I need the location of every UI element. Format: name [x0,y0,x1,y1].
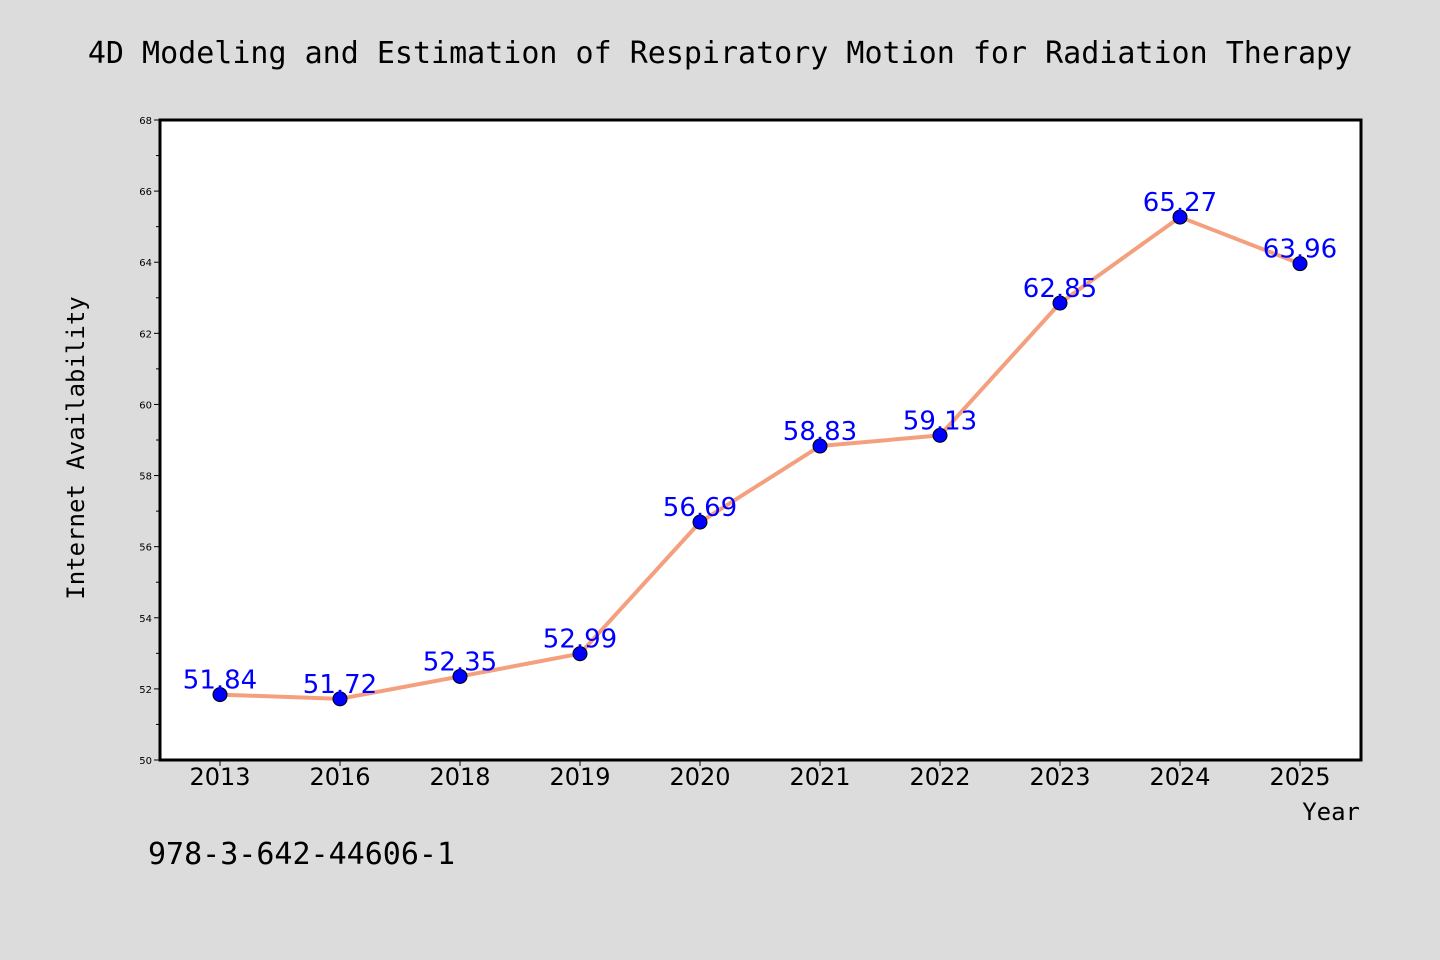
data-point [692,514,708,530]
data-label: 63.96 [1263,235,1337,265]
y-tick-label: 52 [139,685,152,696]
x-tick-label: 2018 [429,763,490,791]
series-line [218,215,1302,701]
y-tick-label: 58 [139,472,152,483]
y-axis-label: Internet Availability [62,296,90,599]
x-tick-label: 2025 [1269,763,1330,791]
y-tick-label: 60 [139,400,152,411]
x-tick-label: 2016 [309,763,370,791]
data-label: 56.69 [663,493,737,523]
x-axis-label: Year [1302,798,1360,826]
data-label: 51.72 [303,670,377,700]
x-axis: 2013 2016 2018 2019 2020 2021 2022 2023 2024 2025 [189,760,1331,791]
y-tick-label: 68 [139,116,152,127]
data-point [932,427,948,443]
y-axis: 50 52 54 56 58 60 62 64 66 68 [139,116,160,767]
data-label: 52.99 [543,625,617,655]
data-point [572,646,588,662]
data-point [1052,295,1068,311]
isbn-code: 978-3-642-44606-1 [148,837,455,872]
data-point [1292,256,1308,272]
x-tick-label: 2019 [549,763,610,791]
y-tick-label: 62 [139,329,152,340]
data-label: 52.35 [423,647,497,677]
data-series: 51.84 51.72 52.35 52.99 56.69 58.83 59.13 62.85… [183,188,1337,707]
y-tick-label: 50 [139,756,152,767]
plot-area [160,120,1361,760]
x-tick-label: 2022 [909,763,970,791]
data-label: 62.85 [1023,274,1097,304]
y-tick-label: 56 [139,543,152,554]
y-tick-label: 54 [139,614,152,625]
plot-frame [158,118,1363,762]
x-tick-label: 2024 [1149,763,1210,791]
data-label: 65.27 [1143,188,1217,218]
y-tick-label: 64 [139,258,152,269]
data-point [452,668,468,684]
x-tick-label: 2013 [189,763,250,791]
x-tick-label: 2021 [789,763,850,791]
x-tick-label: 2020 [669,763,730,791]
data-point [212,687,228,703]
data-point [332,691,348,707]
data-label: 59.13 [903,406,977,436]
data-label: 58.83 [783,417,857,447]
x-tick-label: 2023 [1029,763,1090,791]
data-label: 51.84 [183,666,257,696]
data-point [812,438,828,454]
y-tick-label: 66 [139,187,152,198]
data-point [1172,209,1188,225]
chart-title: 4D Modeling and Estimation of Respirator… [88,36,1352,71]
